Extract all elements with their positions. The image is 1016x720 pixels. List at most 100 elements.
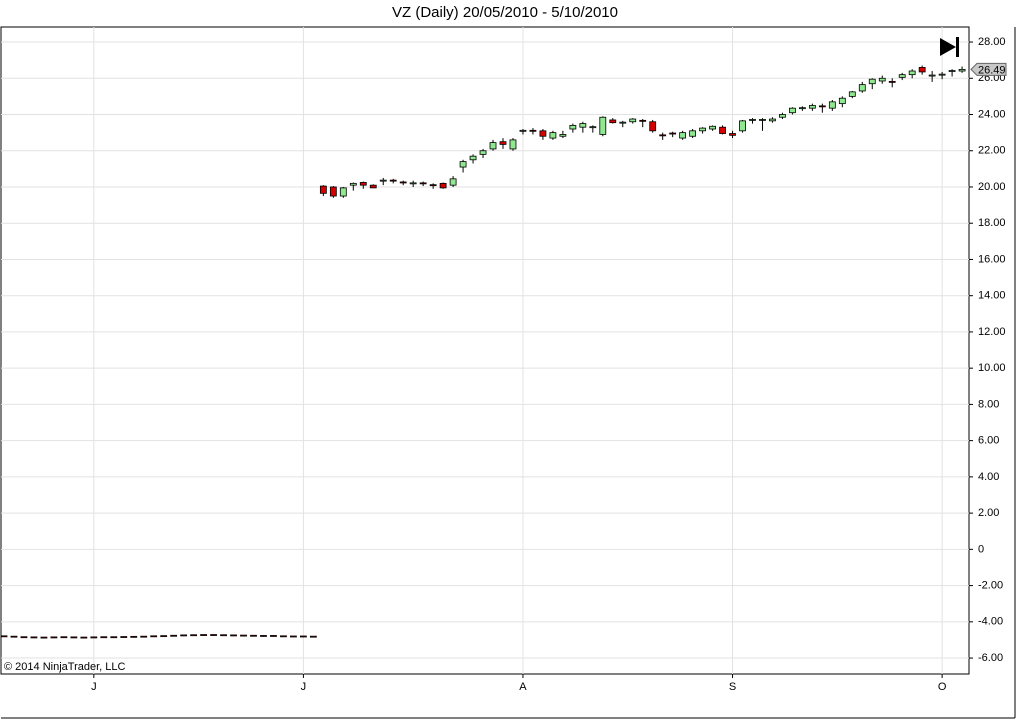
candle-body [739, 120, 746, 132]
candle-body [928, 74, 936, 77]
candle-body [808, 105, 816, 109]
candle-body [549, 132, 557, 139]
candle-body [170, 634, 178, 637]
candle-body [160, 635, 168, 638]
candle-body [200, 634, 208, 636]
candle-body [569, 124, 577, 130]
y-tick-label: -6.00 [978, 652, 1003, 664]
candle-body [898, 74, 906, 78]
candle-body [120, 636, 128, 638]
x-tick-label: A [519, 681, 527, 693]
last-price-marker [970, 62, 1007, 76]
candle-body [0, 635, 8, 638]
x-tick-label: S [729, 681, 736, 693]
candle-body [349, 182, 357, 186]
y-tick-label: 28.00 [978, 36, 1006, 48]
go-to-end-button[interactable] [940, 37, 959, 57]
candle-body [329, 186, 337, 197]
candle-body [499, 141, 507, 145]
candle-body [818, 105, 826, 108]
candle-body [719, 126, 726, 134]
x-tick-label: O [938, 681, 947, 693]
candle-body [669, 132, 677, 135]
candle-body [868, 78, 876, 85]
candle-body [319, 185, 327, 194]
candle-body [749, 119, 756, 121]
candle-body [280, 635, 287, 638]
end-bar-icon[interactable] [956, 37, 959, 57]
watermark: © 2014 NinjaTrader, LLC [4, 661, 125, 673]
candle-body [579, 123, 587, 128]
candle-body [958, 68, 966, 72]
candle-body [599, 116, 607, 135]
candle-body [908, 70, 916, 76]
candle-body [489, 142, 497, 150]
plot-frame [0, 26, 970, 675]
candle-body [359, 182, 367, 186]
candle-body [10, 635, 18, 638]
candle-body [619, 121, 627, 124]
candle-body [729, 133, 736, 136]
candle-body [699, 127, 706, 132]
y-tick-label: 6.00 [978, 435, 999, 447]
candle-body [459, 161, 467, 168]
candle-body [479, 150, 487, 155]
candle-body [559, 134, 567, 137]
candle-body [399, 181, 407, 184]
candle-body [270, 635, 277, 637]
candle-body [759, 119, 766, 121]
candle-body [230, 634, 237, 637]
y-tick-label: 20.00 [978, 181, 1006, 193]
candle-body [419, 182, 427, 185]
y-tick-label: 4.00 [978, 471, 999, 483]
candle-body [629, 118, 637, 123]
candle-body [519, 129, 527, 132]
y-tick-label: 10.00 [978, 362, 1006, 374]
candle-body [60, 636, 68, 639]
y-tick-label: -4.00 [978, 616, 1003, 628]
candle-body [309, 635, 317, 638]
y-tick-label: 8.00 [978, 398, 999, 410]
candle-body [858, 84, 866, 92]
candle-body [709, 125, 716, 130]
candle-body [449, 178, 457, 186]
candle-body [339, 187, 347, 197]
y-tick-label: -2.00 [978, 579, 1003, 591]
candle-body [789, 107, 796, 114]
candle-body [429, 184, 437, 187]
candle-body [379, 179, 387, 182]
candle-body [779, 114, 786, 118]
candle-body [888, 80, 896, 83]
candle-body [250, 634, 257, 637]
last-price-label: 26.49 [978, 64, 1006, 76]
candle-body [649, 121, 657, 132]
candle-body [100, 636, 108, 639]
candle-body [369, 184, 377, 189]
candle-body [210, 634, 217, 636]
y-tick-label: 24.00 [978, 108, 1006, 120]
candle-body [918, 67, 926, 73]
candle-body [80, 636, 88, 639]
candle-body [679, 132, 687, 139]
play-icon[interactable] [940, 38, 956, 56]
candle-body [948, 70, 956, 72]
y-tick-label: 0 [978, 543, 984, 555]
y-tick-label: 16.00 [978, 253, 1006, 265]
candle-body [609, 119, 617, 124]
candle-body [799, 107, 806, 110]
x-tick-label: J [91, 681, 97, 693]
candle-body [40, 636, 48, 639]
candle-body [90, 636, 98, 639]
candles [0, 65, 966, 639]
candle-body [848, 91, 856, 97]
candle-body [589, 126, 597, 129]
candle-body [529, 129, 537, 132]
candle-body [689, 130, 697, 137]
chart-title: VZ (Daily) 20/05/2010 - 5/10/2010 [392, 4, 618, 21]
candle-body [838, 97, 846, 105]
candle-body [409, 182, 417, 185]
candle-body [240, 634, 247, 637]
candle-body [938, 73, 946, 76]
